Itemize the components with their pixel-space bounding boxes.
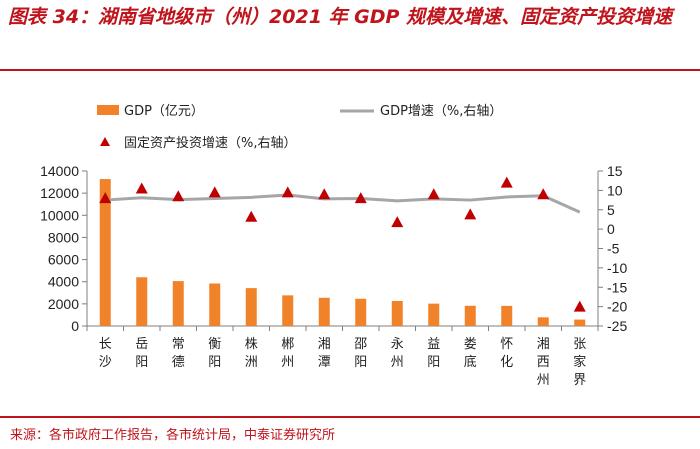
right-axis-tick-label: 5 [607,202,615,218]
legend-label-fai-growth: 固定资产投资增速（%,右轴） [124,135,297,151]
x-axis-category-label: 怀化 [500,337,513,370]
x-axis-category-label: 邵阳 [354,337,367,370]
right-axis-tick-label: 15 [607,163,623,179]
fai-growth-marker [391,216,404,228]
x-axis-category-label: 岳阳 [135,337,148,370]
fai-growth-marker [281,186,294,198]
left-axis-tick-label: 10000 [40,207,79,223]
x-axis-category-label: 郴州 [281,337,294,370]
x-axis-category-label: 衡阳 [208,337,221,370]
fai-growth-marker [99,192,112,204]
gdp-bar [574,319,586,326]
gdp-bar [428,303,440,326]
gdp-bar [282,295,294,326]
legend-label-gdp-growth: GDP增速（%,右轴） [380,104,502,119]
fai-growth-marker [208,186,221,198]
right-axis-tick-label: -5 [607,241,620,257]
right-axis-tick-label: -20 [607,299,627,315]
x-axis-category-label: 益阳 [427,337,440,370]
left-axis-tick-label: 12000 [40,185,79,201]
left-axis-tick-label: 8000 [48,229,79,245]
x-axis-category-label: 长沙 [99,337,112,370]
right-axis-tick-label: 0 [607,221,615,237]
left-axis-tick-label: 14000 [40,163,79,179]
left-axis-tick-label: 6000 [48,252,79,268]
legend-label-gdp: GDP（亿元） [124,104,204,119]
x-axis-category-label: 娄底 [464,337,477,370]
gdp-bar [245,288,257,326]
source-note: 来源：各市政府工作报告，各市统计局，中泰证券研究所 [10,428,336,443]
gdp-growth-line [105,193,581,214]
gdp-bar [537,317,549,326]
right-axis-tick-label: -15 [607,279,627,295]
left-axis-tick-label: 4000 [48,274,79,290]
x-axis-category-label: 湘西州 [537,337,550,388]
fai-growth-marker [573,300,586,312]
fai-growth-marker [318,188,331,200]
gdp-bar [318,297,330,326]
source-rule [0,416,700,418]
fai-growth-marker [172,190,185,202]
fai-growth-marker [500,176,513,188]
x-axis-category-label: 湘潭 [318,337,331,370]
fai-growth-marker [245,210,258,222]
x-axis-category-label: 张家界 [573,337,586,388]
fai-growth-marker [537,188,550,200]
gdp-bar [99,179,111,326]
title-rule [0,69,700,71]
left-axis-tick-label: 0 [71,318,79,334]
chart-title: 图表 34：湖南省地级市（州）2021 年 GDP 规模及增速、固定资产投资增速 [8,6,673,28]
gdp-bar [172,281,184,326]
gdp-bar [136,277,148,326]
x-axis-category-label: 株洲 [245,337,258,370]
x-axis-category-label: 常德 [172,337,185,370]
left-axis-tick-label: 2000 [48,296,79,312]
right-axis-tick-label: 10 [607,182,623,198]
gdp-bar [209,283,221,326]
gdp-bar [501,305,513,326]
legend-swatch-fai-growth [100,137,110,146]
x-axis-category-label: 永州 [391,337,404,370]
fai-growth-marker [354,192,367,204]
fai-growth-marker [135,182,148,194]
gdp-bar [464,305,476,326]
fai-growth-marker [427,188,440,200]
gdp-bar [391,300,403,326]
legend-swatch-gdp [97,105,119,115]
gdp-bar [355,298,367,326]
right-axis-tick-label: -25 [607,318,627,334]
right-axis-tick-label: -10 [607,260,627,276]
fai-growth-marker [464,208,477,220]
